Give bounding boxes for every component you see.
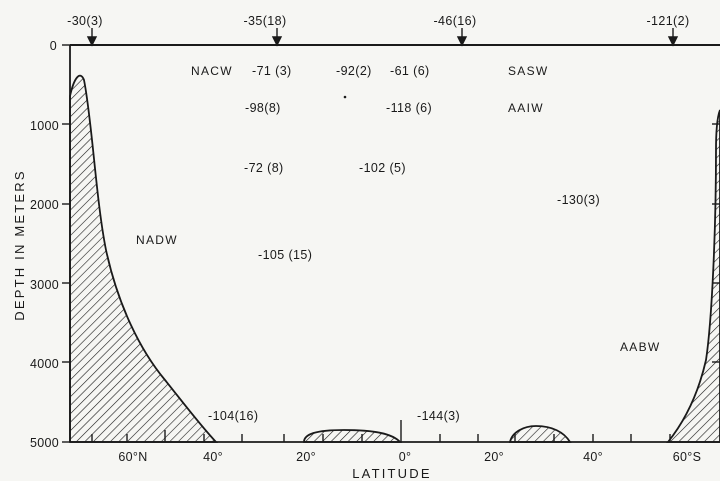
y-tick-label-5000: 5000: [30, 436, 59, 450]
y-axis-title: DEPTH IN METERS: [12, 169, 27, 320]
y-tick-label-3000: 3000: [30, 278, 59, 292]
x-axis-title: LATITUDE: [352, 466, 431, 481]
value-row1-b: -92(2): [336, 64, 372, 78]
surface-value-2: -35(18): [243, 14, 286, 28]
y-tick-label-1000: 1000: [30, 119, 59, 133]
value-bottom-a: -104(16): [208, 409, 258, 423]
water-mass-sasw: SASW: [508, 64, 549, 78]
x-tick-label-20s: 20°: [484, 450, 504, 464]
y-tick-label-2000: 2000: [30, 198, 59, 212]
water-mass-aaiw: AAIW: [508, 101, 544, 115]
south-ridge-hatched: [508, 425, 572, 443]
value-row1-c: -61 (6): [390, 64, 430, 78]
x-tick-label-40s: 40°: [583, 450, 603, 464]
x-tick-label-40n: 40°: [203, 450, 223, 464]
surface-value-4: -121(2): [646, 14, 689, 28]
value-row3-a: -72 (8): [244, 161, 284, 175]
x-tick-label-20n: 20°: [296, 450, 316, 464]
y-tick-label-0: 0: [50, 39, 57, 53]
surface-value-3: -46(16): [433, 14, 476, 28]
north-seafloor-hatched: [69, 74, 219, 443]
value-row2-b: -118 (6): [386, 101, 432, 115]
equatorial-ridge-hatched: [303, 429, 403, 443]
south-seafloor-hatched: [666, 109, 720, 443]
surface-arrows: [86, 28, 679, 47]
water-mass-aabw: AABW: [620, 340, 661, 354]
speck-dot: [343, 95, 347, 99]
value-row5-a: -105 (15): [258, 248, 312, 262]
y-axis-ticks: [62, 44, 70, 443]
value-row3-b: -102 (5): [359, 161, 406, 175]
water-mass-nadw: NADW: [136, 233, 178, 247]
value-row1-a: -71 (3): [252, 64, 292, 78]
x-tick-label-60n: 60°N: [118, 450, 147, 464]
x-tick-label-0: 0°: [399, 450, 412, 464]
value-row2-a: -98(8): [245, 101, 281, 115]
y-tick-label-4000: 4000: [30, 357, 59, 371]
x-tick-label-60s: 60°S: [673, 450, 701, 464]
value-bottom-b: -144(3): [417, 409, 460, 423]
water-mass-nacw: NACW: [191, 64, 233, 78]
value-row4-a: -130(3): [557, 193, 600, 207]
surface-value-1: -30(3): [67, 14, 103, 28]
